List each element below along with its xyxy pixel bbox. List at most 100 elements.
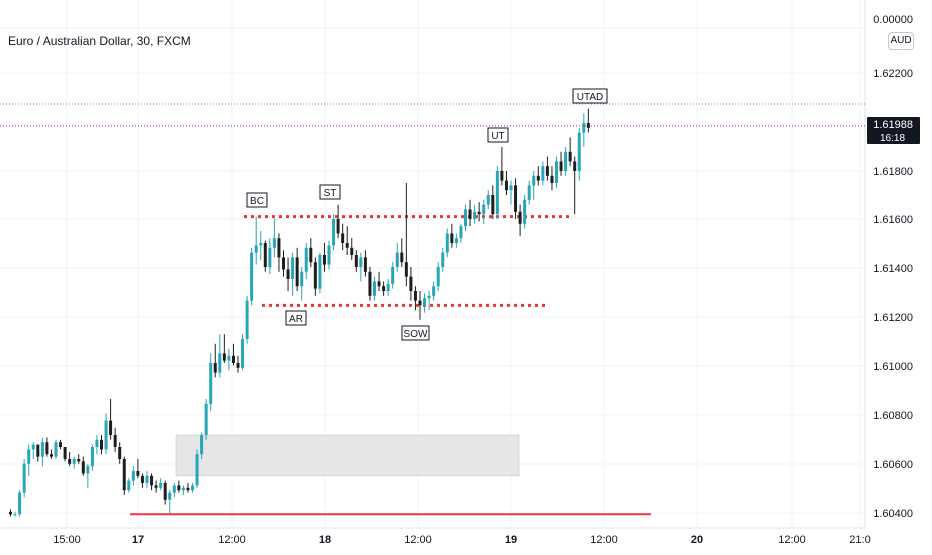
candle-body (459, 226, 463, 239)
candle (59, 439, 63, 450)
candle (564, 147, 568, 176)
candle-body (450, 233, 454, 243)
candle (482, 199, 486, 224)
candle-body (586, 123, 590, 128)
candle-body (350, 247, 354, 255)
candle (582, 113, 586, 147)
price-tick-label: 1.61800 (873, 166, 913, 178)
candle-body (345, 243, 349, 248)
candle (81, 456, 85, 476)
candle-body (150, 475, 154, 486)
candle-body (377, 281, 381, 287)
candle (345, 226, 349, 255)
price-tick-label: 1.60600 (873, 459, 913, 471)
candle (72, 456, 76, 469)
candle (504, 171, 508, 195)
candle (140, 473, 144, 488)
candle-body (209, 363, 213, 404)
candle-body (77, 459, 81, 462)
candle (322, 243, 326, 272)
candle-body (245, 300, 249, 339)
candle (282, 250, 285, 277)
candle-body (382, 286, 386, 291)
candle (404, 183, 408, 287)
currency-badge[interactable]: AUD (888, 32, 914, 50)
label-bc: BC (246, 192, 268, 208)
candle-body (218, 353, 222, 373)
candle (559, 151, 563, 176)
candle (200, 432, 204, 459)
candle-body (386, 283, 390, 291)
candle (263, 240, 267, 272)
candle (45, 437, 49, 457)
candle-body (291, 257, 295, 279)
candle (454, 233, 458, 248)
candle-body (582, 123, 586, 133)
candle-body (145, 475, 149, 483)
chart-labels: BC ST AR SOW UT UTAD (246, 88, 608, 341)
candle (373, 276, 376, 301)
candle-body (86, 466, 90, 474)
candle (195, 449, 199, 488)
candle (550, 166, 554, 191)
candle-body (13, 514, 17, 516)
candle-body (259, 243, 263, 246)
candle-body (177, 485, 181, 491)
candle (54, 439, 58, 459)
candle (109, 399, 113, 440)
candle-body (473, 211, 477, 219)
candle-body (63, 447, 67, 459)
candle (377, 271, 381, 291)
candle-body (72, 459, 76, 464)
candle-body (509, 185, 513, 191)
candle-body (236, 363, 240, 368)
candle-body (163, 483, 167, 500)
candle-body (363, 257, 367, 272)
candle (31, 442, 35, 459)
candle-body (136, 471, 140, 476)
candle-body (222, 353, 226, 361)
candle (209, 353, 213, 411)
candle (464, 204, 467, 231)
candle-body (523, 199, 527, 224)
candle-body (18, 492, 22, 515)
time-tick-label: 18 (319, 534, 331, 546)
candle (555, 156, 558, 188)
candle-body (186, 487, 190, 491)
candle (313, 257, 317, 296)
annotation-box (285, 310, 307, 326)
candle (573, 156, 577, 215)
candle (300, 267, 304, 301)
candle (586, 108, 590, 133)
annotation-box (401, 325, 430, 341)
label-st: ST (319, 184, 341, 200)
candle (204, 399, 208, 440)
candle-body (195, 454, 199, 486)
candle-body (45, 442, 49, 455)
candle-body (404, 262, 408, 277)
candle-body (263, 243, 267, 267)
candle (500, 147, 504, 186)
candle (222, 334, 226, 363)
candle-body (536, 175, 540, 181)
candle-body (559, 161, 563, 171)
candle-body (9, 511, 12, 515)
range-zone (175, 434, 520, 477)
candle (27, 444, 31, 476)
candle (532, 171, 536, 200)
candle (523, 195, 527, 229)
candle (241, 334, 245, 371)
candle-body (104, 420, 108, 450)
candle (341, 223, 345, 251)
candle (514, 178, 518, 219)
candle (295, 247, 299, 291)
candle-body (272, 238, 276, 248)
candle-body (313, 262, 317, 289)
candle-body (282, 257, 285, 270)
price-tick-label: 1.61200 (873, 312, 913, 324)
candle (386, 279, 390, 296)
candle (291, 252, 295, 296)
chart-axes: 0.00000 1.62200 1.61800 1.61600 1.61400 1.612… (53, 14, 920, 546)
